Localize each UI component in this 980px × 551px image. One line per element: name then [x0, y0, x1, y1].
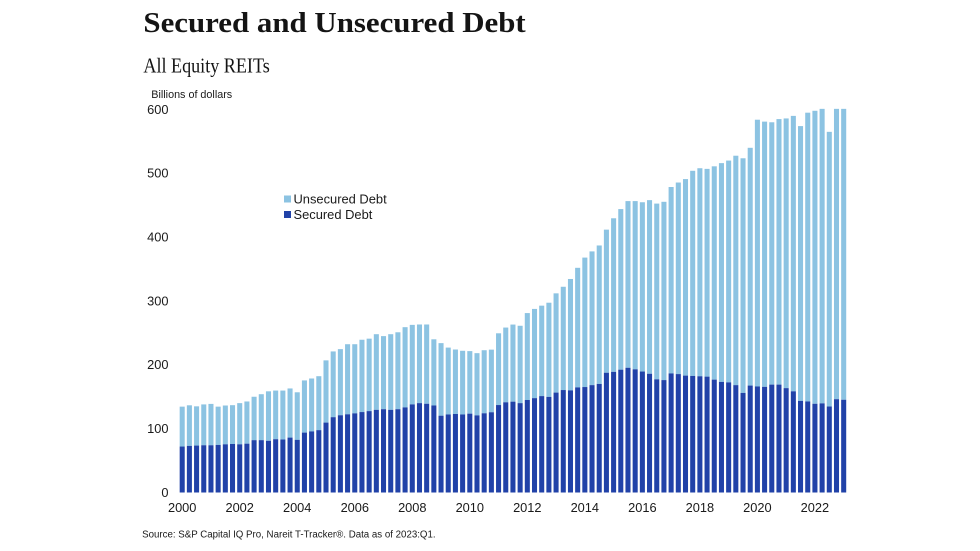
svg-text:500: 500	[147, 166, 168, 181]
svg-text:2020: 2020	[743, 500, 771, 515]
svg-text:300: 300	[147, 293, 168, 308]
svg-text:Billions of dollars: Billions of dollars	[151, 89, 232, 101]
svg-text:Secured Debt: Secured Debt	[294, 207, 373, 222]
svg-text:600: 600	[147, 102, 168, 117]
svg-text:2016: 2016	[628, 500, 656, 515]
svg-text:2004: 2004	[283, 500, 311, 515]
svg-text:200: 200	[147, 357, 168, 372]
svg-text:2000: 2000	[168, 500, 196, 515]
svg-text:2018: 2018	[686, 500, 714, 515]
svg-text:Secured and Unsecured Debt: Secured and Unsecured Debt	[143, 8, 526, 39]
svg-text:2012: 2012	[513, 500, 541, 515]
svg-text:Source: S&P Capital IQ Pro, Na: Source: S&P Capital IQ Pro, Nareit T-Tra…	[142, 529, 436, 540]
svg-text:2008: 2008	[398, 500, 426, 515]
svg-text:100: 100	[147, 421, 168, 436]
svg-text:Unsecured Debt: Unsecured Debt	[294, 192, 388, 207]
svg-text:2010: 2010	[456, 500, 484, 515]
svg-text:2022: 2022	[801, 500, 829, 515]
svg-text:All Equity REITs: All Equity REITs	[143, 53, 269, 77]
svg-text:2002: 2002	[225, 500, 253, 515]
svg-text:400: 400	[147, 230, 168, 245]
svg-text:0: 0	[161, 485, 168, 500]
svg-text:2014: 2014	[571, 500, 599, 515]
svg-text:2006: 2006	[341, 500, 369, 515]
